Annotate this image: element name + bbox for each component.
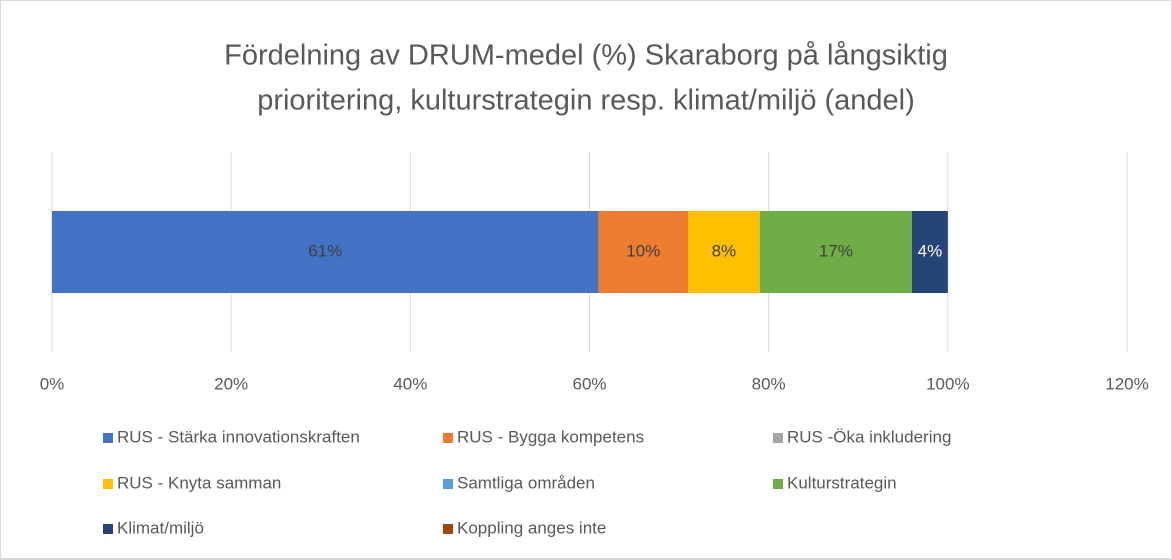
- legend-swatch: [443, 479, 453, 489]
- x-tick-label: 120%: [1105, 374, 1148, 393]
- legend-swatch: [443, 433, 453, 443]
- data-label: 4%: [918, 241, 943, 260]
- x-tick-label: 0%: [40, 374, 65, 393]
- x-tick-label: 60%: [572, 374, 606, 393]
- legend-swatch: [103, 524, 113, 534]
- data-label: 17%: [819, 241, 853, 260]
- legend-label: Koppling anges inte: [457, 518, 606, 537]
- legend-label: Kulturstrategin: [787, 473, 897, 492]
- bar-segment: [52, 211, 599, 293]
- data-label: 8%: [712, 241, 737, 260]
- x-tick-label: 20%: [214, 374, 248, 393]
- chart-title-line-1: Fördelning av DRUM-medel (%) Skaraborg p…: [224, 40, 948, 72]
- bar-segment: [688, 211, 760, 293]
- legend-label: RUS -Öka inkludering: [787, 427, 951, 446]
- legend-swatch: [773, 433, 783, 443]
- legend-label: RUS - Knyta samman: [117, 473, 281, 492]
- x-tick-label: 80%: [752, 374, 786, 393]
- legend-swatch: [103, 433, 113, 443]
- data-label: 61%: [308, 241, 342, 260]
- data-label: 10%: [626, 241, 660, 260]
- x-tick-label: 100%: [926, 374, 969, 393]
- legend-label: RUS - Stärka innovationskraften: [117, 427, 360, 446]
- legend-label: Klimat/miljö: [117, 518, 204, 537]
- chart-title-line-2: prioritering, kulturstrategin resp. klim…: [257, 85, 915, 117]
- x-tick-label: 40%: [393, 374, 427, 393]
- bar-segment: [912, 211, 948, 293]
- legend-label: RUS - Bygga kompetens: [457, 427, 644, 446]
- legend-swatch: [443, 524, 453, 534]
- legend-swatch: [103, 479, 113, 489]
- legend-swatch: [773, 479, 783, 489]
- bar-segment: [598, 211, 689, 293]
- bar-segment: [759, 211, 912, 293]
- legend-label: Samtliga områden: [457, 473, 595, 492]
